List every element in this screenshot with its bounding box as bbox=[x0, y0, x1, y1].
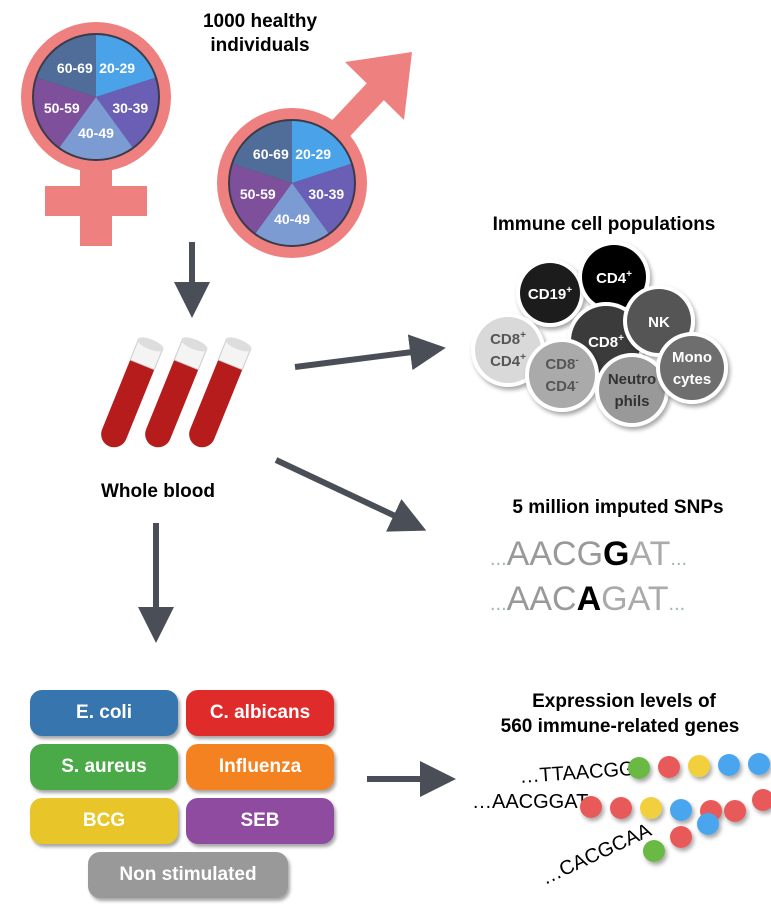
expression-bead bbox=[718, 754, 740, 776]
stimulus-non-stimulated: Non stimulated bbox=[88, 852, 288, 898]
age-slice bbox=[96, 77, 158, 148]
expression-bead bbox=[688, 755, 710, 777]
arrow-to-cells bbox=[294, 334, 446, 371]
svg-text:...AACAGAT...: ...AACAGAT... bbox=[490, 580, 685, 618]
arrow-to-snps bbox=[274, 457, 427, 532]
age-label: 30-39 bbox=[112, 100, 148, 116]
age-slice bbox=[33, 77, 96, 148]
expression-bead bbox=[640, 797, 662, 819]
expression-bead bbox=[670, 799, 692, 821]
stimulus-e-coli: E. coli bbox=[30, 690, 178, 736]
expression-bead bbox=[580, 796, 602, 818]
cohort-title-1: 1000 healthy bbox=[203, 11, 317, 32]
cell-neutro: Neutro phils bbox=[595, 353, 669, 427]
svg-text:CD19+: CD19+ bbox=[528, 285, 572, 303]
expression-bead bbox=[610, 797, 632, 819]
stimulus-bcg: BCG bbox=[30, 798, 178, 844]
expression-title-2: 560 immune-related genes bbox=[501, 716, 740, 737]
arrows bbox=[138, 242, 456, 797]
expression-bead bbox=[697, 813, 719, 835]
stimulus-c-albicans: C. albicans bbox=[186, 690, 334, 736]
expression-bead bbox=[724, 800, 746, 822]
expression-bead bbox=[658, 756, 680, 778]
expression-bead bbox=[670, 826, 692, 848]
age-slice bbox=[229, 163, 292, 234]
age-label: 20-29 bbox=[99, 60, 135, 76]
expression-bead bbox=[752, 789, 771, 811]
age-label: 50-59 bbox=[44, 100, 80, 116]
male-symbol-icon: 20-29 30-39 40-49 50-59 60-69 bbox=[217, 52, 412, 258]
stimulus-seb: SEB bbox=[186, 798, 334, 844]
cohort-title-2: individuals bbox=[210, 35, 309, 56]
age-slice bbox=[59, 97, 133, 160]
whole-blood-label: Whole blood bbox=[101, 481, 215, 502]
snp-sequences: ...AACGGAT... ...AACAGAT... bbox=[490, 535, 687, 618]
immune-cells: CD19+ CD4+ CD8+ CD4+ CD8+ NK CD8- CD4- Neutro phi… bbox=[471, 241, 728, 427]
expression-bead bbox=[643, 840, 665, 862]
age-slice bbox=[37, 34, 96, 97]
immune-title: Immune cell populations bbox=[493, 214, 716, 235]
svg-text:…CACGCAA: …CACGCAA bbox=[538, 819, 656, 889]
cell-cd4: CD4+ bbox=[578, 241, 650, 313]
age-label: 40-49 bbox=[274, 211, 310, 227]
cell-cd19: CD19+ bbox=[516, 259, 584, 327]
svg-text:CD8+: CD8+ bbox=[588, 333, 624, 351]
svg-text:CD4+: CD4+ bbox=[596, 269, 632, 287]
age-label: 60-69 bbox=[57, 60, 93, 76]
age-slice bbox=[255, 183, 329, 246]
age-slice bbox=[96, 35, 155, 97]
age-label: 40-49 bbox=[78, 125, 114, 141]
svg-text:Mono: Mono bbox=[672, 349, 712, 366]
gene-expression-strands: …TTAACGG …AACGGAT …CACGCAA bbox=[472, 753, 771, 890]
svg-text:CD8+: CD8+ bbox=[490, 330, 526, 348]
cell-cd8: CD8- CD4- bbox=[525, 338, 599, 412]
svg-text:phils: phils bbox=[614, 393, 649, 410]
cell-mono: Mono cytes bbox=[656, 332, 728, 404]
age-label: 20-29 bbox=[295, 146, 331, 162]
age-label: 30-39 bbox=[308, 186, 344, 202]
stimulus-influenza: Influenza bbox=[186, 744, 334, 790]
svg-text:CD8-: CD8- bbox=[545, 355, 578, 373]
svg-text:...AACGGAT...: ...AACGGAT... bbox=[490, 535, 687, 573]
female-symbol-icon: 20-29 30-39 40-49 50-59 60-69 bbox=[21, 22, 171, 246]
expression-title-1: Expression levels of bbox=[532, 691, 716, 712]
svg-text:CD4-: CD4- bbox=[545, 377, 578, 395]
age-slice bbox=[292, 121, 351, 183]
age-slice bbox=[233, 121, 292, 183]
svg-text:…TTAACGG: …TTAACGG bbox=[519, 758, 635, 788]
age-slice bbox=[292, 163, 354, 234]
age-label: 50-59 bbox=[240, 186, 276, 202]
blood-tubes-icon bbox=[101, 337, 252, 448]
stimulus-s-aureus: S. aureus bbox=[30, 744, 178, 790]
svg-text:Neutro: Neutro bbox=[608, 371, 656, 388]
snps-title: 5 million imputed SNPs bbox=[512, 497, 723, 518]
expression-bead bbox=[628, 757, 650, 779]
expression-bead bbox=[748, 753, 770, 775]
svg-text:…AACGGAT: …AACGGAT bbox=[472, 791, 588, 813]
svg-text:NK: NK bbox=[648, 314, 670, 331]
svg-text:CD4+: CD4+ bbox=[490, 352, 526, 370]
age-label: 60-69 bbox=[253, 146, 289, 162]
svg-text:cytes: cytes bbox=[673, 371, 711, 388]
